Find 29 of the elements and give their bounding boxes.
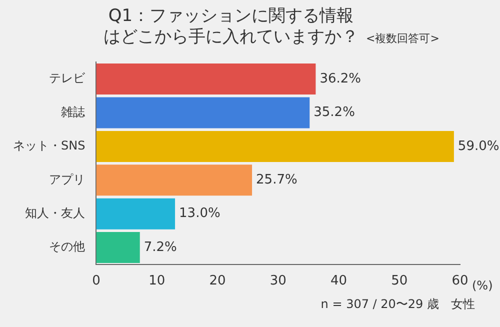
data-label: 35.2% [314,105,355,120]
chart-title: Q1：ファッションに関する情報はどこから手に入れていますか？ [102,6,360,48]
x-tick-label: 0 [92,274,100,289]
y-tick-label: その他 [49,240,86,254]
y-tick-label: テレビ [49,71,86,86]
bar [96,232,140,264]
text: n = 307 / 20〜29 歳 女性 [320,296,475,313]
x-tick-label: 50 [391,274,408,289]
y-tick-label: アプリ [49,172,86,186]
x-tick-label: 30 [270,274,286,289]
data-label: 25.7% [256,172,298,188]
data-label: 36.2% [320,71,362,86]
bar [96,164,252,196]
bar [96,130,454,162]
chart-subtitle: <複数回答可> [366,31,440,47]
x-tick-label: 10 [148,274,166,289]
bar [96,97,310,128]
y-tick-label: 雑誌 [61,104,86,119]
data-label: 7.2% [144,240,177,255]
x-tick-label: 60 [452,274,468,289]
x-axis-title: (%) [472,278,493,293]
data-label: 59.0% [458,138,500,154]
x-tick-label: 20 [209,274,226,289]
bar [96,198,176,230]
x-tick-label: 40 [330,274,348,289]
bar [96,64,316,95]
y-tick-label: ネット・SNS [12,138,86,153]
data-label: 13.0% [179,206,220,222]
y-tick-label: 知人・友人 [25,206,86,220]
